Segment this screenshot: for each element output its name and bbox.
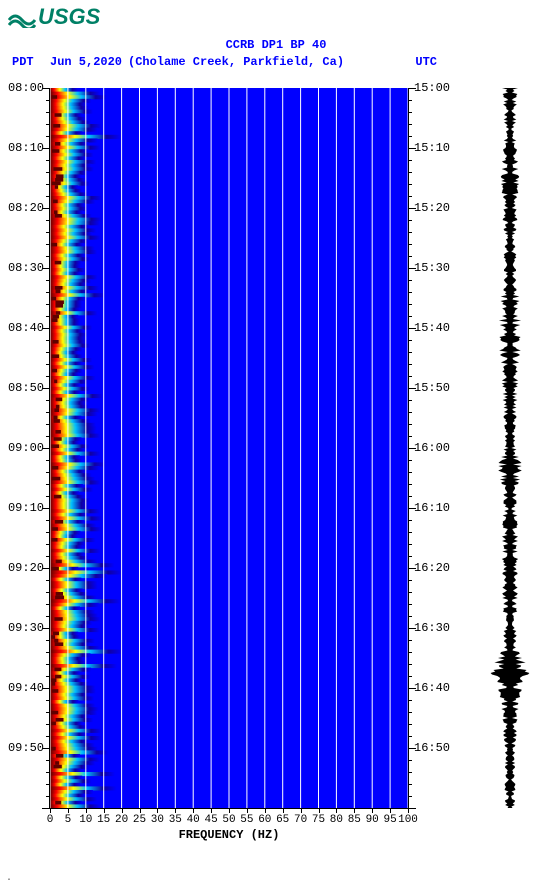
label-utc: UTC <box>415 55 437 69</box>
y-axis-right-line <box>408 88 409 808</box>
x-tick-label: 95 <box>383 814 396 826</box>
spectrogram-svg <box>50 88 408 808</box>
y-label-left: 09:20 <box>8 561 44 575</box>
y-label-right: 15:10 <box>414 141 450 155</box>
x-tick-label: 10 <box>79 814 92 826</box>
x-tick-mark <box>68 808 69 813</box>
x-tick-mark <box>193 808 194 813</box>
x-tick-mark <box>122 808 123 813</box>
x-tick-mark <box>283 808 284 813</box>
x-tick-mark <box>319 808 320 813</box>
x-tick-mark <box>157 808 158 813</box>
x-tick-mark <box>140 808 141 813</box>
x-tick-mark <box>86 808 87 813</box>
label-location: (Cholame Creek, Parkfield, Ca) <box>128 55 344 69</box>
y-label-right: 16:30 <box>414 621 450 635</box>
y-label-right: 16:20 <box>414 561 450 575</box>
x-tick-mark <box>229 808 230 813</box>
y-label-right: 16:00 <box>414 441 450 455</box>
y-label-right: 15:20 <box>414 201 450 215</box>
page-root: USGS CCRB DP1 BP 40 PDT Jun 5,2020 (Chol… <box>0 0 552 892</box>
x-tick-label: 45 <box>204 814 217 826</box>
x-tick-label: 75 <box>312 814 325 826</box>
y-label-left: 08:50 <box>8 381 44 395</box>
x-tick-label: 25 <box>133 814 146 826</box>
y-label-left: 09:00 <box>8 441 44 455</box>
x-tick-label: 100 <box>398 814 418 826</box>
x-tick-label: 0 <box>47 814 54 826</box>
x-tick-mark <box>301 808 302 813</box>
x-tick-label: 50 <box>222 814 235 826</box>
x-tick-label: 90 <box>366 814 379 826</box>
x-tick-mark <box>265 808 266 813</box>
y-label-left: 08:20 <box>8 201 44 215</box>
x-tick-label: 60 <box>258 814 271 826</box>
x-axis-label: FREQUENCY (HZ) <box>50 828 408 842</box>
y-label-left: 09:30 <box>8 621 44 635</box>
y-axis-right: 15:0015:1015:2015:3015:4015:5016:0016:10… <box>408 88 458 808</box>
x-tick-label: 5 <box>65 814 72 826</box>
x-tick-label: 70 <box>294 814 307 826</box>
footer-mark: · <box>6 875 12 886</box>
y-label-left: 09:10 <box>8 501 44 515</box>
y-tick-left <box>42 808 50 809</box>
y-label-right: 15:40 <box>414 321 450 335</box>
x-tick-label: 35 <box>169 814 182 826</box>
y-label-right: 15:30 <box>414 261 450 275</box>
label-date: Jun 5,2020 <box>50 55 122 69</box>
label-pdt: PDT <box>12 55 34 69</box>
x-tick-label: 15 <box>97 814 110 826</box>
x-tick-mark <box>247 808 248 813</box>
y-label-left: 08:00 <box>8 81 44 95</box>
y-label-left: 09:50 <box>8 741 44 755</box>
x-tick-mark <box>104 808 105 813</box>
x-tick-label: 30 <box>151 814 164 826</box>
chart-title: CCRB DP1 BP 40 <box>0 38 552 52</box>
x-tick-label: 65 <box>276 814 289 826</box>
y-label-left: 08:30 <box>8 261 44 275</box>
x-tick-mark <box>336 808 337 813</box>
x-tick-mark <box>50 808 51 813</box>
x-tick-label: 40 <box>187 814 200 826</box>
usgs-logo: USGS <box>8 4 100 30</box>
y-axis-left: 08:0008:1008:2008:3008:4008:5009:0009:10… <box>0 88 50 808</box>
x-tick-mark <box>175 808 176 813</box>
y-label-right: 16:50 <box>414 741 450 755</box>
y-label-right: 15:50 <box>414 381 450 395</box>
y-label-right: 16:10 <box>414 501 450 515</box>
spectrogram-plot <box>50 88 408 808</box>
x-tick-mark <box>408 808 409 813</box>
waveform-panel <box>480 88 540 808</box>
x-tick-label: 20 <box>115 814 128 826</box>
logo-text: USGS <box>38 4 100 30</box>
x-tick-mark <box>390 808 391 813</box>
y-label-left: 09:40 <box>8 681 44 695</box>
wave-icon <box>8 6 36 28</box>
x-tick-mark <box>211 808 212 813</box>
y-tick-right <box>408 808 416 809</box>
y-label-right: 15:00 <box>414 81 450 95</box>
x-tick-label: 55 <box>240 814 253 826</box>
waveform-svg <box>480 88 540 808</box>
x-tick-mark <box>354 808 355 813</box>
y-label-left: 08:10 <box>8 141 44 155</box>
x-tick-mark <box>372 808 373 813</box>
x-tick-label: 80 <box>330 814 343 826</box>
x-tick-label: 85 <box>348 814 361 826</box>
y-label-left: 08:40 <box>8 321 44 335</box>
y-label-right: 16:40 <box>414 681 450 695</box>
